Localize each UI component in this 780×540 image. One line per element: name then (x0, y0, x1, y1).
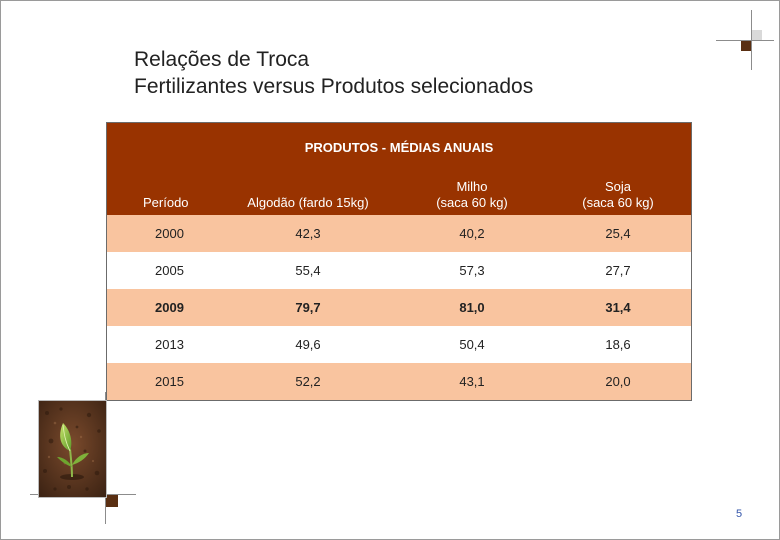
table-row: 2013 49,6 50,4 18,6 (107, 326, 692, 363)
column-header-line: Algodão (fardo 15kg) (247, 195, 369, 210)
column-header-unit: (saca 60 kg) (436, 195, 508, 210)
bottom-left-dark-square (106, 495, 118, 507)
cell-periodo: 2000 (107, 215, 217, 252)
prices-table: PRODUTOS - MÉDIAS ANUAIS Período Algodão… (107, 123, 692, 400)
column-header-algodao: Algodão (fardo 15kg) (217, 170, 399, 215)
column-header-line: Período (143, 195, 189, 210)
cell-algodao: 42,3 (217, 215, 399, 252)
table-group-header-row: PRODUTOS - MÉDIAS ANUAIS (107, 123, 692, 170)
cell-soja: 18,6 (545, 326, 692, 363)
table-group-header: PRODUTOS - MÉDIAS ANUAIS (107, 123, 692, 170)
table-row: 2009 79,7 81,0 31,4 (107, 289, 692, 326)
cell-soja: 31,4 (545, 289, 692, 326)
seedling-in-soil-icon (38, 400, 107, 498)
cell-algodao: 79,7 (217, 289, 399, 326)
cell-periodo: 2005 (107, 252, 217, 289)
cell-soja: 25,4 (545, 215, 692, 252)
cell-periodo: 2015 (107, 363, 217, 400)
cell-milho: 57,3 (399, 252, 545, 289)
table-row: 2000 42,3 40,2 25,4 (107, 215, 692, 252)
cell-periodo: 2009 (107, 289, 217, 326)
cell-soja: 27,7 (545, 252, 692, 289)
cell-milho: 43,1 (399, 363, 545, 400)
table-row: 2005 55,4 57,3 27,7 (107, 252, 692, 289)
top-right-horizontal-rule (716, 40, 774, 41)
top-right-dark-square (741, 41, 751, 51)
page-number: 5 (736, 508, 743, 520)
cell-milho: 50,4 (399, 326, 545, 363)
table-row: 2015 52,2 43,1 20,0 (107, 363, 692, 400)
column-header-unit: (saca 60 kg) (582, 195, 654, 210)
slide-title: Relações de Troca Fertilizantes versus P… (134, 46, 533, 100)
column-header-soja: Soja (saca 60 kg) (545, 170, 692, 215)
cell-soja: 20,0 (545, 363, 692, 400)
cell-algodao: 55,4 (217, 252, 399, 289)
column-header-periodo: Período (107, 170, 217, 215)
cell-algodao: 49,6 (217, 326, 399, 363)
cell-periodo: 2013 (107, 326, 217, 363)
cell-algodao: 52,2 (217, 363, 399, 400)
prices-table-container: PRODUTOS - MÉDIAS ANUAIS Período Algodão… (106, 122, 692, 401)
column-header-milho: Milho (saca 60 kg) (399, 170, 545, 215)
slide-title-line-1: Relações de Troca (134, 48, 310, 71)
top-right-light-square (752, 30, 762, 40)
slide-title-line-2: Fertilizantes versus Produtos selecionad… (134, 75, 534, 98)
column-header-line: Soja (604, 179, 632, 194)
cell-milho: 81,0 (399, 289, 545, 326)
column-header-line: Milho (456, 179, 488, 194)
cell-milho: 40,2 (399, 215, 545, 252)
table-column-header-row: Período Algodão (fardo 15kg) Milho (saca… (107, 170, 692, 215)
